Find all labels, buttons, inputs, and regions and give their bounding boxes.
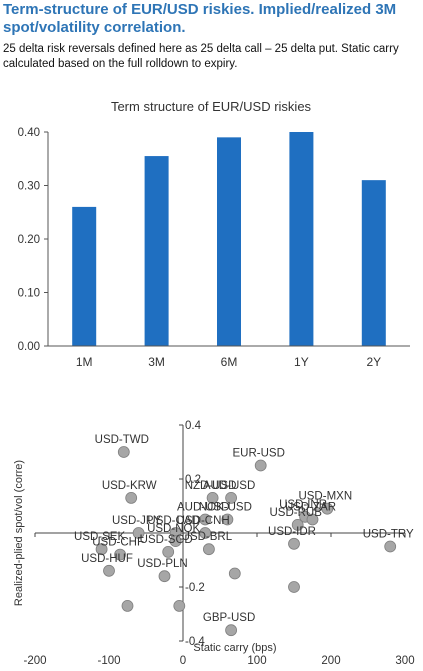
- scatter-point-label: NOK-USD: [199, 502, 252, 514]
- scatter-point: [169, 535, 182, 547]
- bar-chart-title: Term structure of EUR/USD riskies: [111, 99, 312, 114]
- scatter-x-tick-label: 300: [395, 655, 414, 667]
- scatter-point-label: USD-HUF: [81, 553, 133, 565]
- scatter-point-label: USD-SGD: [140, 534, 193, 546]
- scatter-point-label: EUR-USD: [233, 448, 285, 460]
- scatter-point: [199, 513, 212, 526]
- scatter-point: [384, 540, 397, 553]
- scatter-x-tick-label: 200: [321, 655, 340, 667]
- scatter-y-label: Realized-plied spot/vol (corre): [13, 460, 25, 606]
- bar-x-tick-label: 1M: [76, 355, 93, 369]
- scatter-point: [173, 600, 186, 612]
- bar-y-tick-label: 0.20: [18, 234, 40, 246]
- bar-6m: [217, 137, 241, 346]
- scatter-y-tick-label: -0.4: [185, 636, 205, 648]
- scatter-point: [199, 527, 212, 539]
- scatter-point: [202, 543, 215, 556]
- scatter-x-tick-label: -200: [23, 655, 46, 667]
- scatter-point-label: USD-NOK: [147, 523, 200, 535]
- scatter-point: [114, 548, 126, 561]
- bar-1y: [289, 132, 314, 346]
- scatter-y-tick-label: 0.4: [185, 420, 202, 432]
- scatter-point: [321, 502, 334, 515]
- scatter-point: [103, 564, 115, 577]
- scatter-point-label: USD-MXN: [298, 491, 352, 503]
- bar-y-tick-label: 0.30: [18, 181, 40, 193]
- scatter-point-label: USD-ZAR: [285, 502, 336, 514]
- bar-3m: [144, 156, 169, 346]
- scatter-point: [121, 600, 134, 612]
- scatter-point-label: USD-CHF: [92, 537, 144, 549]
- scatter-y-tick-label: -0.2: [185, 582, 205, 594]
- scatter-point-label: USD-JPY: [112, 515, 162, 527]
- bar-1m: [72, 206, 97, 346]
- scatter-point: [95, 543, 108, 556]
- scatter-x-tick-label: -100: [97, 655, 120, 667]
- scatter-point: [206, 491, 219, 504]
- scatter-point: [117, 446, 130, 458]
- scatter-point: [158, 570, 171, 583]
- bar-x-tick-label: 1Y: [294, 355, 309, 369]
- scatter-point-label: USD-PLN: [137, 558, 187, 570]
- bar-x-tick-label: 3M: [148, 355, 165, 369]
- scatter-point: [132, 527, 145, 539]
- scatter-point: [225, 624, 238, 637]
- scatter-point-label: USD-SEK: [74, 531, 125, 543]
- scatter-point: [291, 519, 304, 531]
- scatter-point: [288, 581, 300, 593]
- bar-y-tick-label: 0.00: [18, 341, 40, 353]
- bar-x-tick-label: 6M: [221, 355, 238, 369]
- scatter-point: [125, 491, 138, 504]
- bar-chart: Term structure of EUR/USD riskies 0.00 0.…: [18, 99, 410, 369]
- scatter-point: [221, 513, 234, 526]
- bar-y-tick-label: 0.40: [18, 127, 40, 139]
- scatter-y-tick-label: 0.2: [185, 474, 201, 486]
- scatter-point-label: GBP-USD: [203, 612, 255, 624]
- scatter-x-tick-label: 100: [247, 655, 266, 667]
- scatter-point-label: USD-CNH: [177, 515, 230, 527]
- scatter-x-tick-label: 0: [180, 655, 186, 667]
- chart-subtext: 25 delta risk reversals defined here as …: [3, 43, 399, 70]
- scatter-point-label: USD-IDR: [268, 526, 316, 538]
- scatter-point: [288, 537, 300, 550]
- scatter-point-label: USD-BRL: [182, 531, 233, 543]
- scatter-point-label: USD-INR: [279, 499, 327, 511]
- bar-x-tick-label: 2Y: [366, 355, 381, 369]
- scatter-point: [225, 491, 238, 504]
- scatter-point-label: USD-RUB: [270, 507, 323, 519]
- scatter-point-label: USD-TRY: [363, 529, 414, 541]
- scatter-point-label: NZD-USD: [185, 480, 237, 492]
- scatter-point-label: USD-TWD: [95, 434, 149, 446]
- bar-2y: [361, 180, 386, 346]
- scatter-point: [254, 459, 267, 472]
- scatter-point-label: USD-KRW: [102, 480, 157, 492]
- scatter-x-label: Static carry (bps): [193, 642, 276, 654]
- scatter-point: [228, 567, 241, 580]
- scatter-point: [162, 546, 175, 558]
- scatter-point-label: AUD-USD: [177, 502, 229, 514]
- scatter-point-label: AUD-USD: [203, 480, 255, 492]
- bar-y-tick-label: 0.10: [18, 288, 40, 300]
- scatter-point: [306, 513, 319, 526]
- chart-heading: Term-structure of EUR/USD riskies. Impli…: [3, 1, 397, 36]
- scatter-point-label: USD-CAD: [147, 515, 199, 527]
